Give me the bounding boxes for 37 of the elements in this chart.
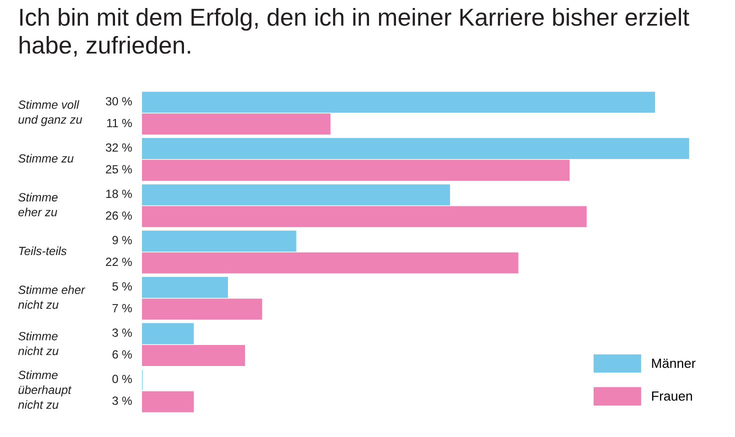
data-label: 9 % <box>112 236 132 244</box>
y-tick-label: Stimme nicht zu <box>18 332 58 356</box>
data-label: 3 % <box>112 396 132 405</box>
y-tick-label: Teils-teils <box>19 246 67 256</box>
bar <box>142 230 296 252</box>
data-label: 7 % <box>112 304 132 312</box>
bar <box>142 92 655 113</box>
bar <box>142 184 450 206</box>
data-label: 5 % <box>112 282 132 291</box>
bar <box>142 138 690 160</box>
y-tick-label: Stimme zu <box>18 154 74 163</box>
data-label: 26 % <box>106 211 132 220</box>
data-label: 3 % <box>112 328 132 337</box>
data-label: 18 % <box>106 190 132 198</box>
y-tick-label: Stimme voll und ganz zu <box>18 100 82 126</box>
bar <box>142 298 262 320</box>
data-label: 0 % <box>112 374 132 384</box>
data-label: 32 % <box>106 143 132 152</box>
y-tick-label: Stimme eher zu <box>18 192 58 216</box>
y-tick-label: Stimme überhaupt nicht zu <box>18 370 72 409</box>
data-label: 25 % <box>106 165 132 174</box>
data-label: 22 % <box>106 258 132 266</box>
bar <box>142 391 194 412</box>
data-label: 11 % <box>107 118 132 128</box>
data-label: 30 % <box>106 97 132 106</box>
legend-label: Männer <box>652 358 696 368</box>
chart-title: Ich bin mit dem Erfolg, den ich in meiner Karriere bisher erzielt habe, zufrieden. <box>20 8 690 57</box>
legend-label: Frauen <box>652 392 692 401</box>
bar <box>142 276 228 298</box>
bar <box>142 323 194 344</box>
bar <box>142 114 330 135</box>
y-tick-label: Stimme eher nicht zu <box>18 285 86 309</box>
bar <box>142 252 518 274</box>
bar <box>142 206 587 228</box>
bar <box>142 160 570 181</box>
data-label: 6 % <box>112 350 132 359</box>
bar <box>142 344 246 366</box>
